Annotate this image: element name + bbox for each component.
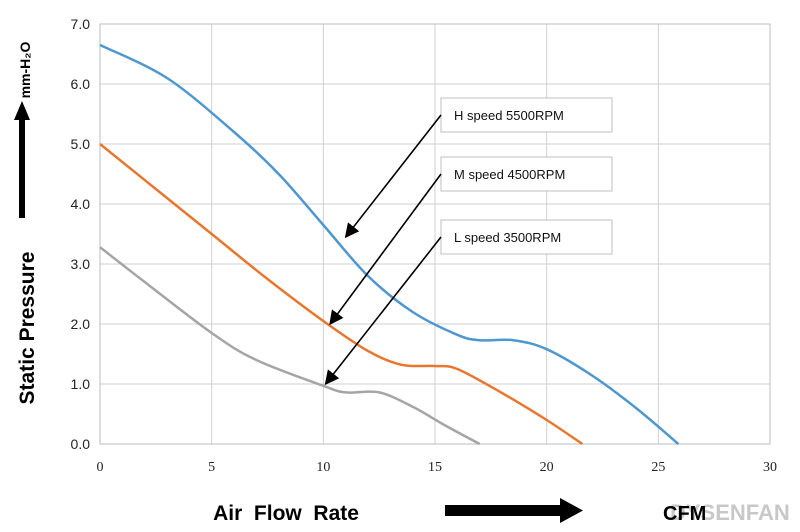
- grid-lines: [99, 23, 771, 445]
- x-axis-arrow-head: [560, 498, 583, 523]
- series-line-2: [99, 246, 481, 446]
- x-tick-label: 10: [316, 460, 330, 475]
- y-tick-label: 7.0: [71, 16, 91, 32]
- annotation-arrow: [324, 236, 442, 386]
- y-tick-labels: 0.0 1.0 2.0 3.0 4.0 5.0 6.0 7.0: [71, 16, 91, 452]
- annotation-box: [440, 97, 613, 133]
- x-axis-arrow-shaft: [445, 505, 565, 516]
- x-axis-title-group: Air Flow Rate DYSENFAN CFM: [213, 498, 790, 525]
- series-line-1: [99, 143, 584, 446]
- y-tick-label: 0.0: [71, 436, 91, 452]
- x-tick-labels: 0 5 10 15 20 25 30: [97, 460, 778, 475]
- x-axis-unit: CFM: [663, 503, 706, 525]
- y-tick-label: 2.0: [71, 316, 91, 332]
- annotation-arrow: [329, 173, 442, 326]
- annotation-arrow: [344, 114, 442, 239]
- x-tick-label: 25: [651, 460, 665, 475]
- annotation-box: [440, 156, 613, 192]
- y-axis-unit: mm-H₂O: [17, 42, 33, 99]
- annotations: H speed 5500RPM M speed 4500RPM L speed 35…: [324, 97, 613, 386]
- x-tick-label: 20: [540, 460, 554, 475]
- watermark: DYSENFAN: [670, 500, 790, 525]
- y-tick-label: 1.0: [71, 376, 91, 392]
- y-axis-title: Static Pressure: [16, 252, 39, 405]
- annotation-label: L speed 3500RPM: [454, 230, 561, 245]
- series-line-0: [99, 43, 680, 445]
- annotation-2: L speed 3500RPM: [324, 219, 613, 386]
- plot-frame: [99, 23, 771, 445]
- series-lines: [99, 43, 680, 446]
- annotation-label: M speed 4500RPM: [454, 167, 565, 182]
- y-tick-label: 3.0: [71, 256, 91, 272]
- x-tick-label: 0: [97, 460, 104, 475]
- annotation-label: H speed 5500RPM: [454, 108, 564, 123]
- x-tick-label: 30: [763, 460, 777, 475]
- x-tick-label: 5: [208, 460, 215, 475]
- annotation-1: M speed 4500RPM: [329, 156, 613, 326]
- y-tick-label: 5.0: [71, 136, 91, 152]
- y-axis-arrow-head: [14, 101, 30, 120]
- x-axis-title: Air Flow Rate: [213, 502, 359, 525]
- y-tick-label: 6.0: [71, 76, 91, 92]
- y-axis-title-group: Static Pressure mm-H₂O: [14, 42, 39, 405]
- annotation-0: H speed 5500RPM: [344, 97, 613, 239]
- x-tick-label: 15: [428, 460, 442, 475]
- y-tick-label: 4.0: [71, 196, 91, 212]
- y-axis-arrow-shaft: [19, 118, 25, 218]
